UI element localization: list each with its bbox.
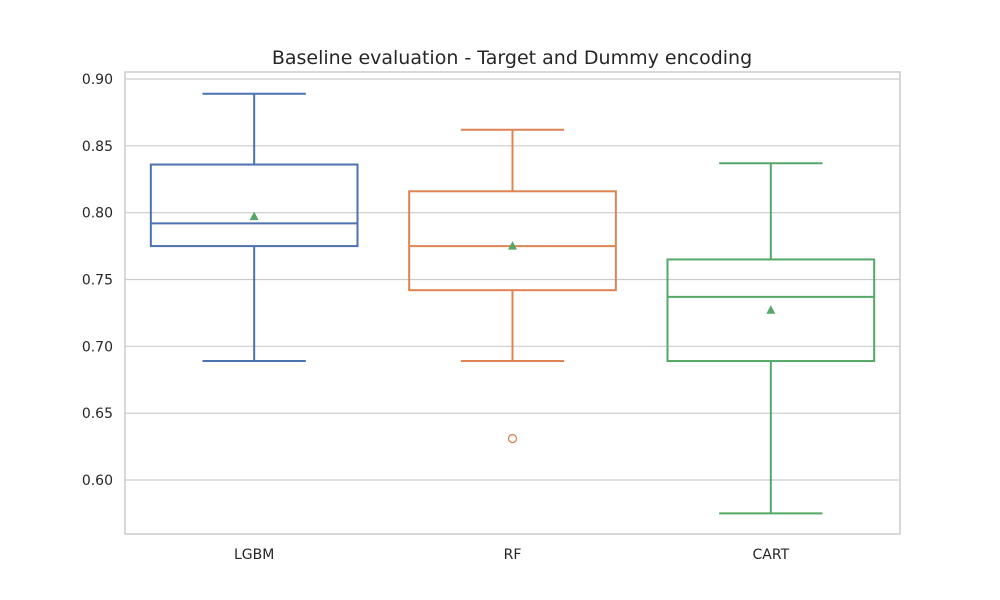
x-axis-ticks: LGBM RF CART [234, 547, 790, 563]
plot-frame [124, 71, 901, 535]
x-tick-label-cart: CART [753, 547, 790, 563]
chart-title: Baseline evaluation - Target and Dummy e… [272, 47, 752, 69]
x-tick-label-rf: RF [504, 547, 522, 563]
iqr-box [408, 190, 617, 292]
box-lgbm [149, 92, 359, 363]
y-axis-ticks: 0.60 0.65 0.70 0.75 0.80 0.85 0.90 [82, 72, 113, 489]
y-tick-label: 0.75 [82, 273, 113, 289]
y-tick-label: 0.60 [82, 473, 113, 489]
y-tick-label: 0.70 [82, 339, 113, 355]
x-tick-label-lgbm: LGBM [234, 547, 274, 563]
mean-marker [766, 305, 776, 314]
box-cart [666, 162, 876, 515]
y-tick-label: 0.90 [82, 72, 113, 88]
outlier-point [507, 433, 518, 444]
mean-marker [249, 211, 259, 221]
boxes [149, 92, 876, 515]
mean-marker [508, 241, 517, 250]
y-tick-label: 0.80 [82, 206, 113, 222]
y-tick-label: 0.85 [82, 139, 113, 155]
iqr-box [149, 163, 359, 248]
iqr-box [666, 258, 876, 363]
box-rf [408, 128, 617, 444]
y-tick-label: 0.65 [82, 406, 113, 422]
